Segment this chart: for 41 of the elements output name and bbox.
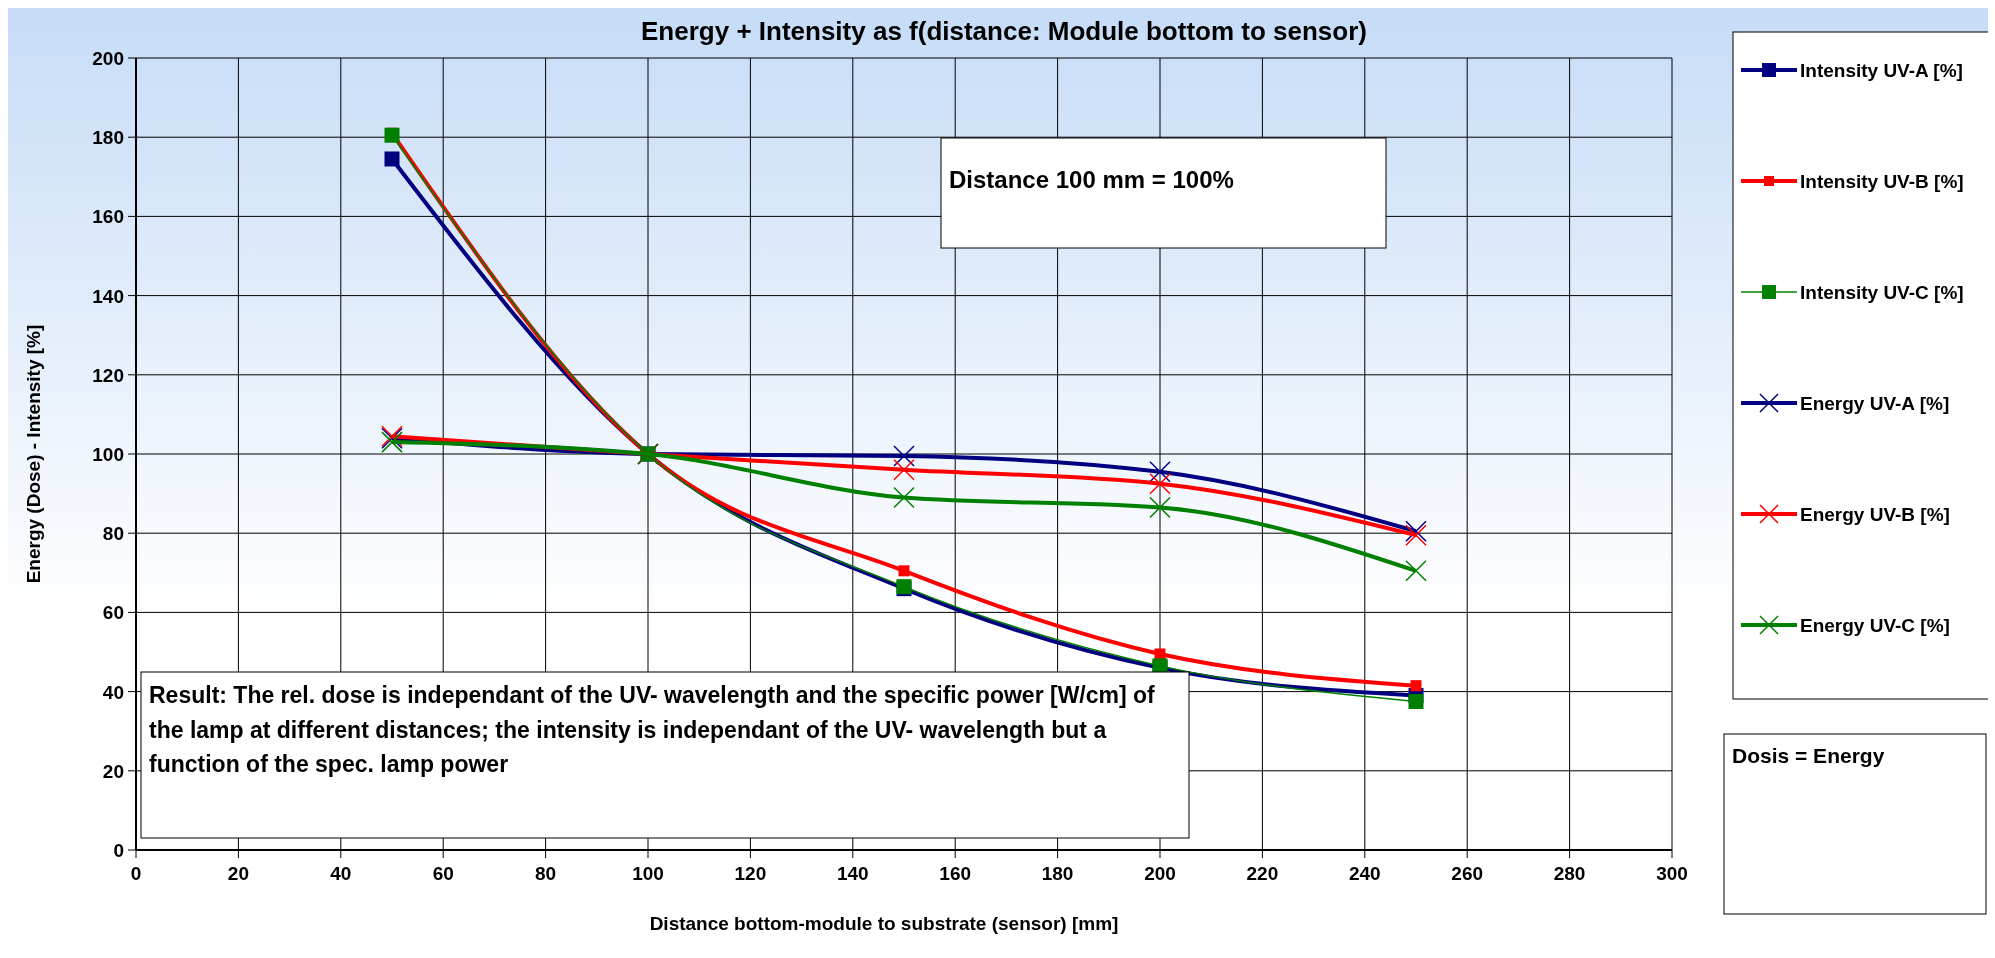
legend-label: Energy UV-C [%] [1800,615,1950,636]
y-tick-label: 40 [102,681,124,703]
legend-label: Energy UV-A [%] [1800,393,1950,414]
x-axis-title: Distance bottom-module to substrate (sensor) [mm] [649,913,1119,934]
x-tick-label: 160 [939,863,972,884]
x-tick-label: 80 [535,863,557,884]
annotation: Result: The rel. dose is independant of the UV- wavelength and the specific power [W/cm] of the lamp at different distances; the intensity is independant of the UV- wavelength but a function of the spec. lamp power [149,682,1156,777]
x-tick-label: 100 [632,863,664,884]
y-tick-label: 200 [92,48,124,69]
y-tick-label: 180 [92,127,124,149]
x-tick-label: 0 [130,863,142,884]
x-tick-label: 120 [734,863,767,884]
x-tick-label: 240 [1348,863,1381,884]
y-tick-label: 160 [92,206,124,228]
y-tick-label: 120 [92,364,124,386]
chart-title: Energy + Intensity as f(distance: Module bottom to sensor) [641,16,1367,46]
y-tick-label: 100 [92,444,124,465]
legend-label: Energy UV-B [%] [1800,504,1950,525]
legend-label: Intensity UV-A [%] [1800,60,1963,81]
note-box: Result: The rel. dose is independant of the UV- wavelength and the specific power [W/cm] of the lamp at different distances; the intensity is independant of the UV- wavelength but a function of the spec. lamp power [140,671,1190,839]
x-tick-label: 60 [432,863,454,884]
x-tick-label: 200 [1144,863,1176,884]
note-box: Dosis = Energy [1723,733,1987,915]
x-tick-label: 260 [1451,863,1484,884]
x-tick-label: 40 [330,863,352,884]
annotation: Distance 100 mm = 100% [949,166,1234,193]
y-tick-label: 0 [113,840,124,861]
legend-label: Intensity UV-B [%] [1800,171,1964,192]
note-box: Distance 100 mm = 100% [940,137,1387,249]
legend-label: Intensity UV-C [%] [1800,282,1964,303]
x-tick-label: 180 [1041,863,1074,884]
x-tick-label: 300 [1656,863,1688,884]
y-tick-label: 80 [102,523,124,545]
x-tick-label: 280 [1553,863,1586,884]
x-tick-label: 140 [836,863,869,884]
y-axis-title: Energy (Dose) - Intensity [%] [23,324,44,584]
y-tick-label: 140 [92,285,124,307]
x-tick-label: 220 [1246,863,1279,884]
x-tick-label: 20 [227,863,249,884]
y-tick-label: 20 [102,760,124,782]
y-tick-label: 60 [102,602,124,624]
